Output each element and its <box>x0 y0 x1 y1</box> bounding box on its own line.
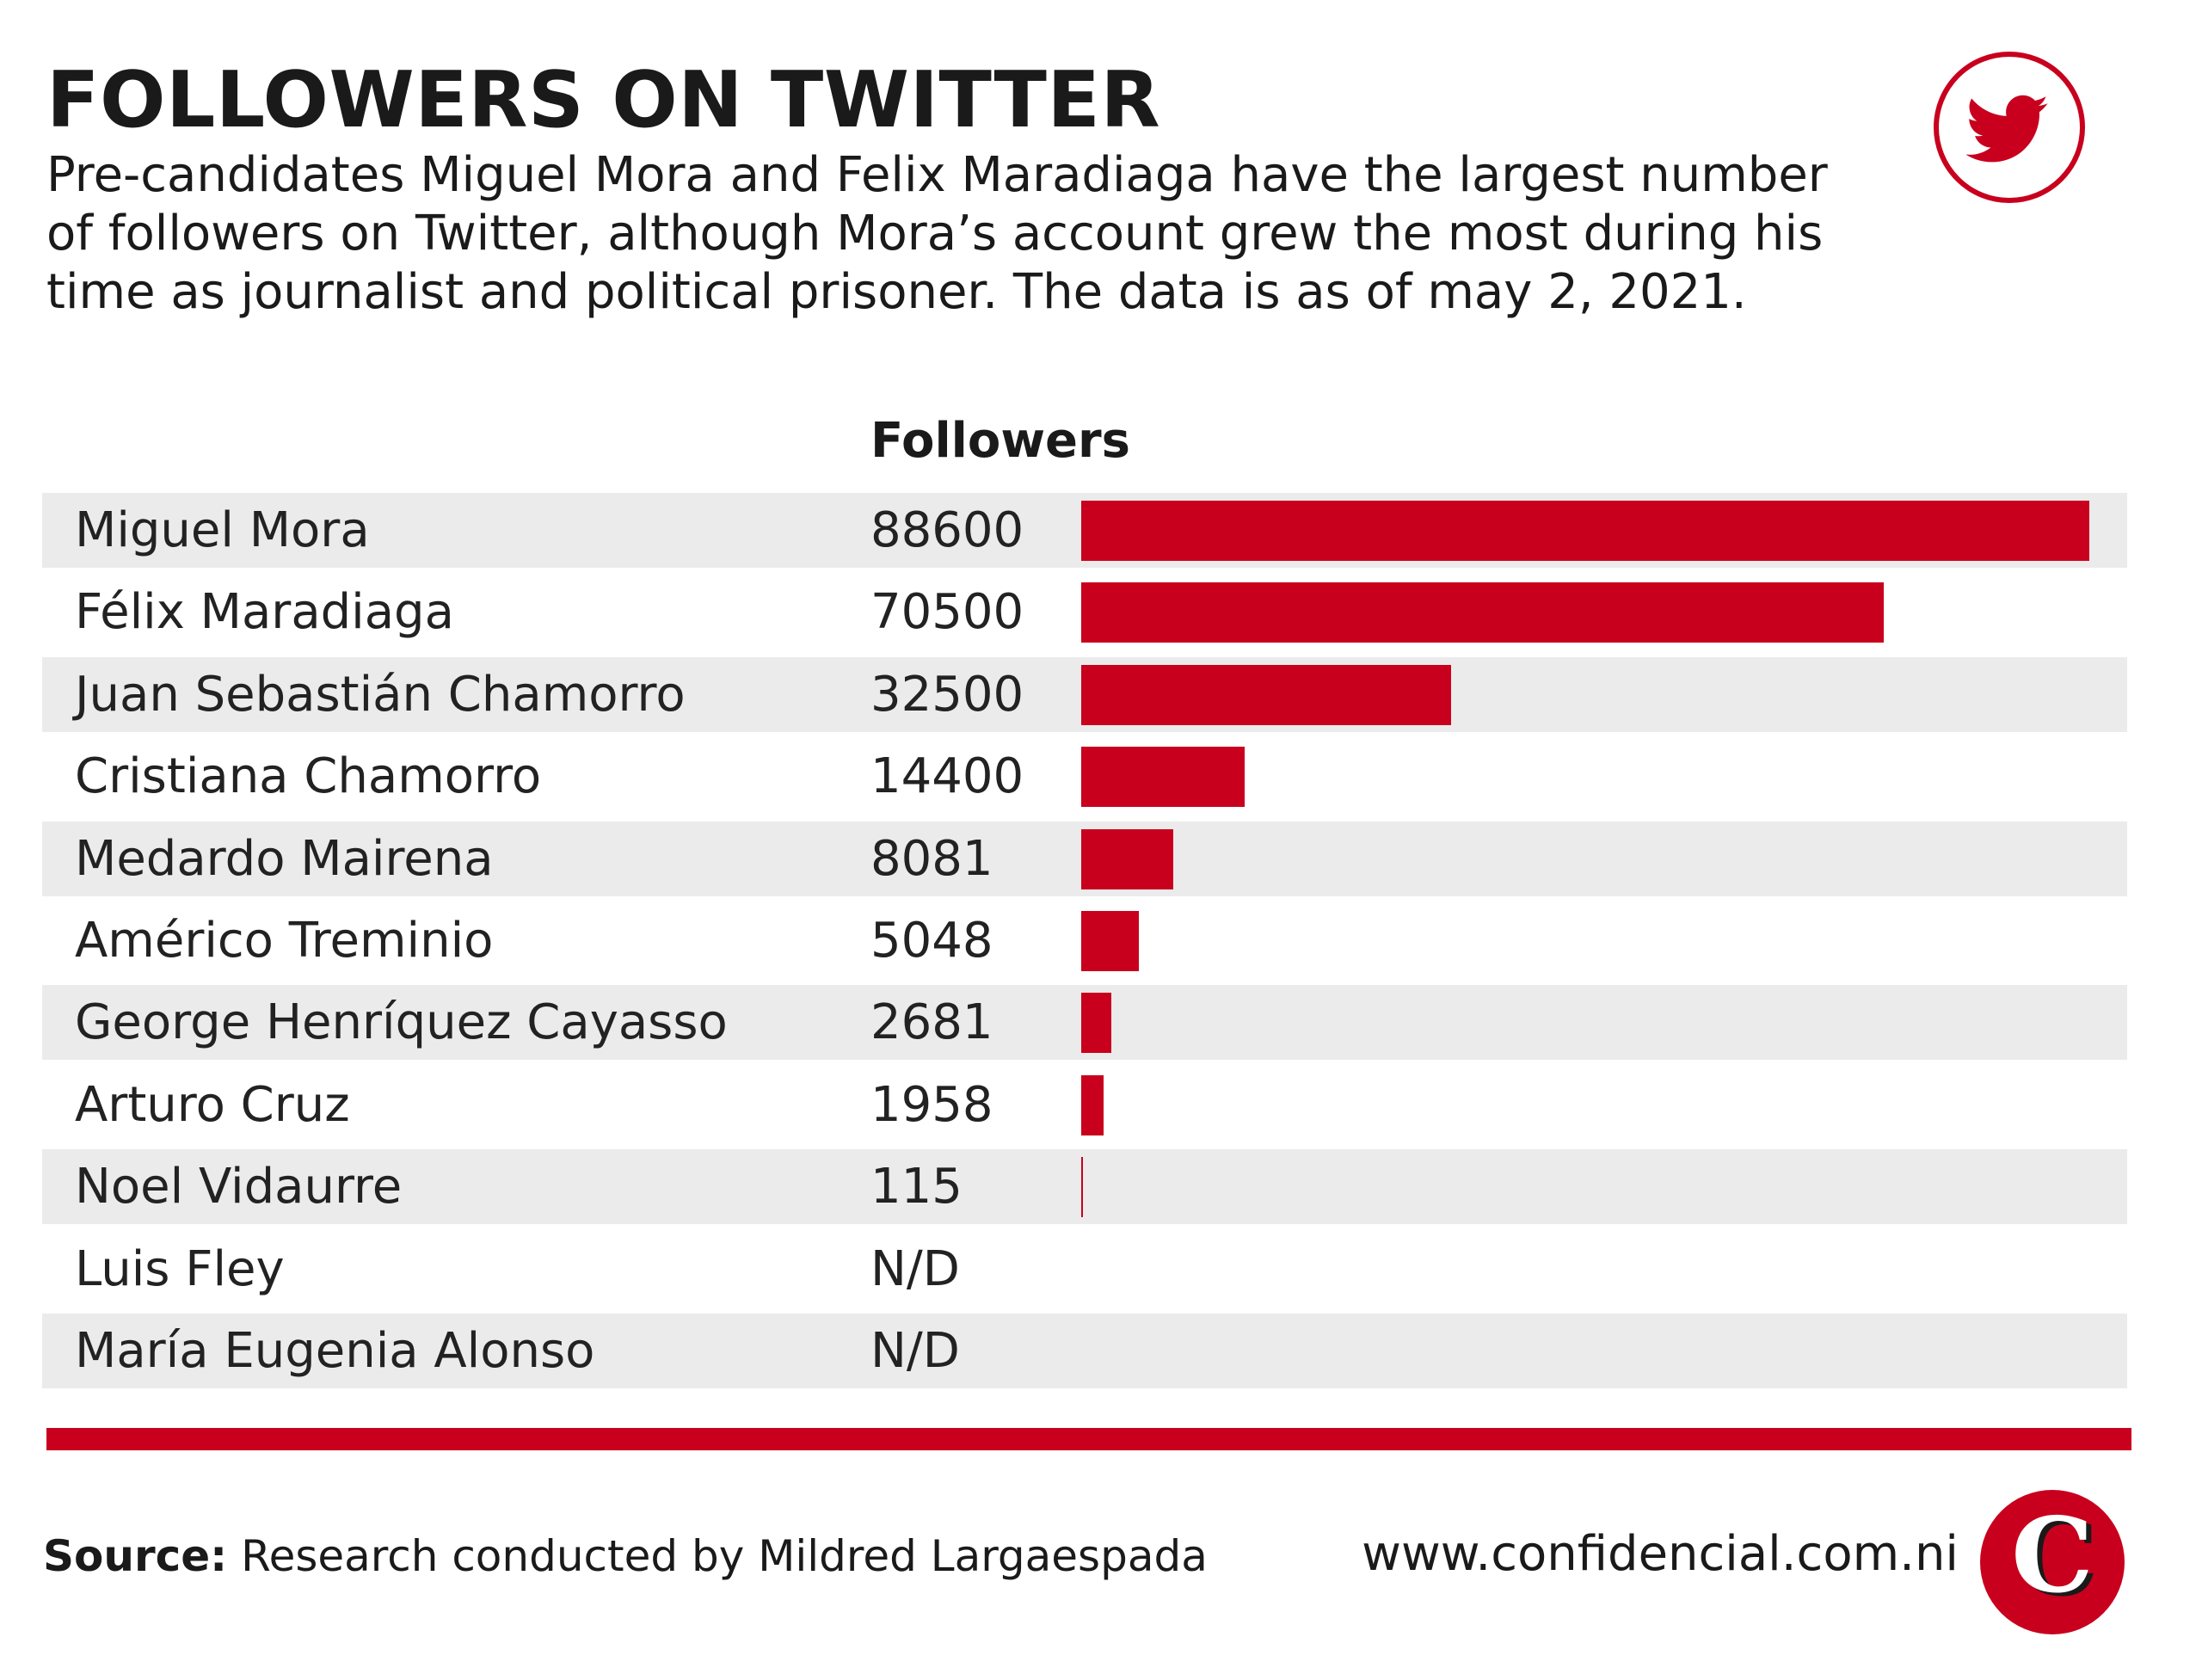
chart-title: FOLLOWERS ON TWITTER <box>46 55 1161 145</box>
follower-bar <box>1081 664 1451 725</box>
candidate-name: Luis Fley <box>75 1240 285 1297</box>
source-note: Source: Research conducted by Mildred La… <box>43 1531 1208 1581</box>
candidate-name: Américo Treminio <box>75 912 494 969</box>
follower-bar <box>1081 1074 1104 1135</box>
follower-bar <box>1081 828 1173 889</box>
follower-bar <box>1081 1157 1083 1218</box>
follower-count: N/D <box>870 1322 960 1379</box>
follower-count: 1958 <box>870 1076 993 1133</box>
website-url: www.confidencial.com.ni <box>1362 1526 1959 1582</box>
follower-count: 70500 <box>870 584 1024 641</box>
follower-bar <box>1081 747 1246 808</box>
svg-text:C: C <box>2016 1498 2099 1620</box>
table-row: Medardo Mairena 8081 <box>42 821 2127 896</box>
table-row: María Eugenia Alonso N/D <box>42 1313 2127 1388</box>
svg-text:C: C <box>2011 1495 2094 1616</box>
follower-bar <box>1081 910 1139 971</box>
source-label: Source: <box>43 1531 228 1581</box>
divider-bar <box>46 1428 2131 1450</box>
follower-count: 115 <box>870 1159 963 1215</box>
confidencial-c-logo: C C <box>1980 1490 2125 1634</box>
table-row: Juan Sebastián Chamorro 32500 <box>42 656 2127 732</box>
table-row: Noel Vidaurre 115 <box>42 1149 2127 1225</box>
follower-count: 5048 <box>870 912 993 969</box>
follower-count: 8081 <box>870 830 993 887</box>
candidate-name: Arturo Cruz <box>75 1076 350 1133</box>
follower-count: 32500 <box>870 666 1024 723</box>
follower-bar <box>1081 993 1112 1054</box>
candidate-name: Cristiana Chamorro <box>75 748 542 805</box>
table-row: Cristiana Chamorro 14400 <box>42 739 2127 814</box>
candidate-name: Noel Vidaurre <box>75 1159 403 1215</box>
table-row: Luis Fley N/D <box>42 1232 2127 1307</box>
candidate-name: Félix Maradiaga <box>75 584 454 641</box>
candidate-name: María Eugenia Alonso <box>75 1322 595 1379</box>
follower-bar <box>1081 501 2089 561</box>
candidate-name: Juan Sebastián Chamorro <box>75 666 686 723</box>
table-row: George Henríquez Cayasso 2681 <box>42 985 2127 1061</box>
follower-bar <box>1081 582 1884 643</box>
candidate-name: Miguel Mora <box>75 502 370 558</box>
chart-rows: Miguel Mora 88600 Félix Maradiaga 70500 Juan… <box>42 493 2127 1395</box>
chart-subtitle: Pre-candidates Miguel Mora and Felix Mar… <box>46 147 1828 320</box>
candidate-name: George Henríquez Cayasso <box>75 994 728 1051</box>
column-header-followers: Followers <box>870 413 1130 469</box>
twitter-bird-icon <box>1934 52 2085 203</box>
follower-count: 88600 <box>870 502 1024 558</box>
follower-count: N/D <box>870 1240 960 1297</box>
table-row: Félix Maradiaga 70500 <box>42 575 2127 649</box>
source-text: Research conducted by Mildred Largaespad… <box>241 1531 1208 1581</box>
table-row: Américo Treminio 5048 <box>42 903 2127 978</box>
candidate-name: Medardo Mairena <box>75 830 494 887</box>
follower-count: 14400 <box>870 748 1024 805</box>
table-row: Miguel Mora 88600 <box>42 493 2127 568</box>
follower-count: 2681 <box>870 994 993 1051</box>
table-row: Arturo Cruz 1958 <box>42 1068 2127 1142</box>
